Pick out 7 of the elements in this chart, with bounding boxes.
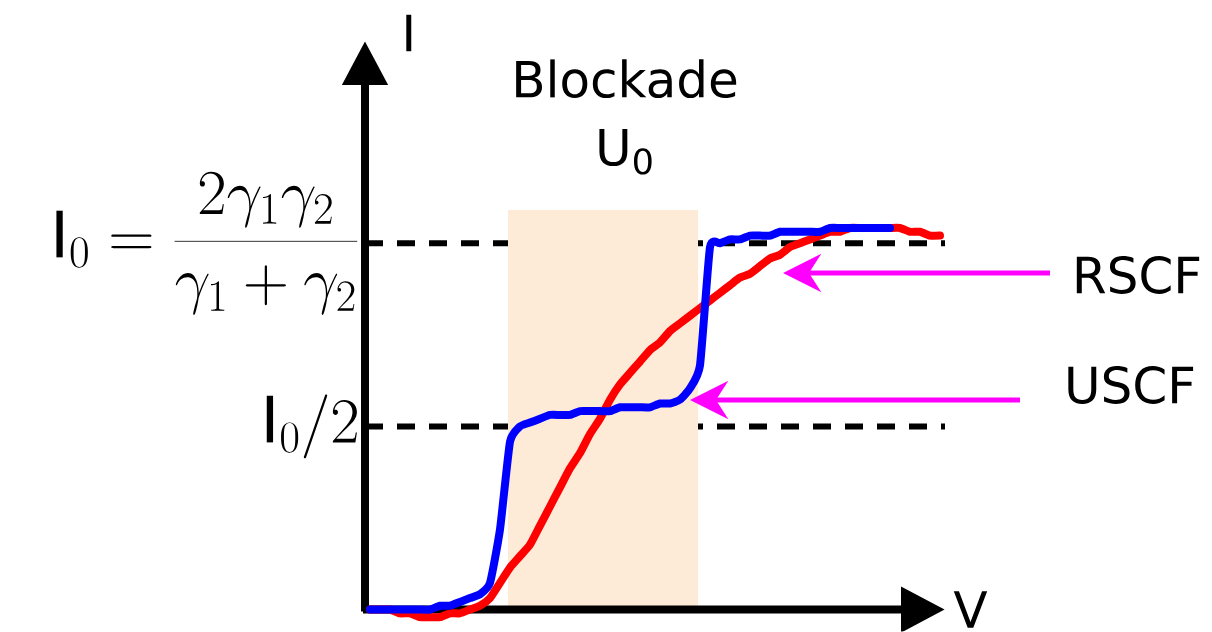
y-axis-title: I — [406, 14, 412, 52]
text: Blockade U$_{0}$ — [516, 59, 737, 175]
x-axis-title: V — [953, 591, 988, 629]
ref-line-label: $\mathrm{I}_0 = \frac{2\gamma_1\gamma_2}{\gamma_1 + \gamma_2}$ — [56, 171, 358, 316]
text: RSCF — [1076, 256, 1200, 295]
ref-line-label: $\mathrm{I}_0/2$ — [266, 394, 357, 459]
text: USCF — [1068, 366, 1194, 405]
